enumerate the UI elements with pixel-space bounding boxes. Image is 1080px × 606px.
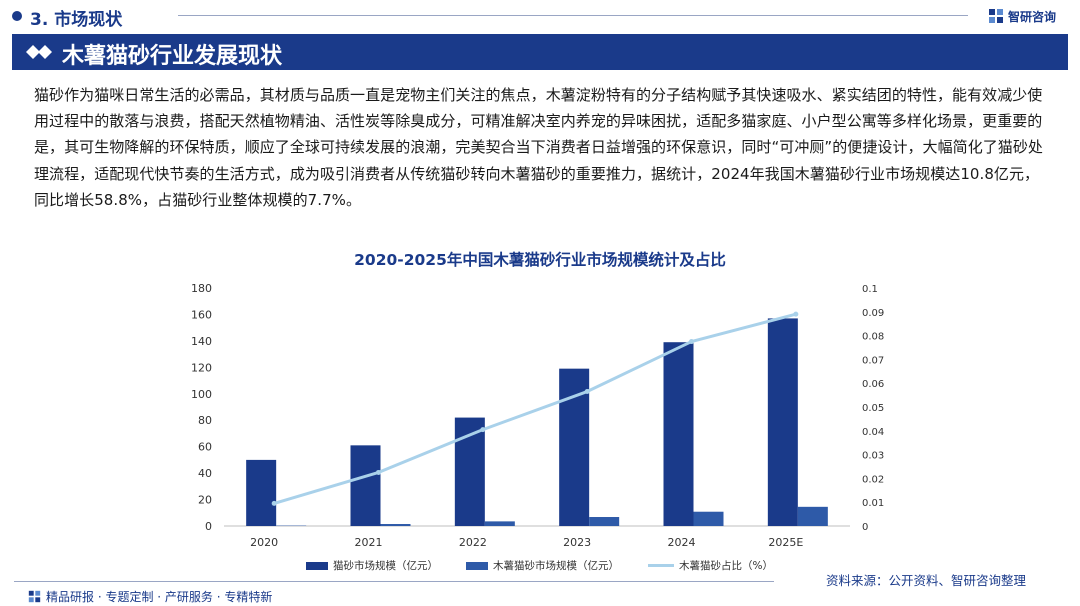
legend-item-share: 木薯猫砂占比（%） [648, 558, 773, 573]
section-label: 3. 市场现状 [30, 10, 123, 30]
legend-swatch [306, 561, 328, 570]
x-tick-label: 2021 [355, 536, 383, 549]
footer-divider [14, 581, 774, 582]
footer: 精品研报 · 专题定制 · 产研服务 · 专精特新 [28, 588, 272, 605]
data-source: 资料来源：公开资料、智研咨询整理 [826, 573, 1027, 588]
bar-cassava-litter-2024 [693, 511, 724, 526]
share-point-2021 [376, 469, 381, 475]
chart-legend: 猫砂市场规模（亿元） 木薯猫砂市场规模（亿元） 木薯猫砂占比（%） [0, 558, 1080, 574]
y-left-tick-label: 140 [191, 335, 212, 348]
share-point-2022 [480, 427, 486, 433]
bar-cat-litter-2020 [246, 459, 277, 526]
y-left-tick-label: 0 [205, 520, 212, 533]
y-left-tick-label: 160 [191, 308, 212, 321]
x-tick-label: 2025E [768, 536, 803, 549]
y-right-tick-label: 0.04 [862, 427, 884, 438]
x-tick-label: 2023 [563, 536, 591, 549]
share-point-2025E [793, 311, 799, 317]
x-tick-label: 2020 [250, 536, 278, 549]
brand-logo-icon [28, 590, 41, 603]
x-tick-label: 2022 [459, 536, 487, 549]
bar-cat-litter-2024 [663, 342, 694, 526]
x-axis-ticks: 2020 2021 2022 2023 2024 2025E [250, 536, 803, 549]
legend-label: 木薯猫砂占比（%） [679, 560, 773, 572]
bar-marks [246, 318, 828, 526]
y-left-tick-label: 180 [191, 282, 212, 295]
bar-cassava-litter-2025E [797, 506, 828, 526]
left-axis-ticks: 0 20 40 60 80 100 120 140 160 180 [191, 282, 212, 533]
y-right-tick-label: 0.03 [862, 451, 884, 462]
legend-label: 木薯猫砂市场规模（亿元） [493, 560, 619, 572]
y-left-tick-label: 40 [198, 467, 212, 480]
y-left-tick-label: 80 [198, 414, 212, 427]
share-line [273, 312, 797, 505]
y-left-tick-label: 120 [191, 361, 212, 374]
legend-item-cassava-litter: 木薯猫砂市场规模（亿元） [466, 558, 619, 573]
bar-cassava-litter-2023 [589, 517, 620, 526]
footer-text: 精品研报 · 专题定制 · 产研服务 · 专精特新 [46, 590, 273, 604]
legend-swatch [466, 561, 488, 570]
right-axis-ticks: 0 0.01 0.02 0.03 0.04 0.05 0.06 0.07 0.08 0.09 0.1 [862, 284, 884, 533]
legend-item-cat-litter: 猫砂市场规模（亿元） [306, 558, 438, 573]
bar-cassava-litter-2021 [380, 524, 411, 526]
x-tick-label: 2024 [668, 536, 696, 549]
chart-title: 2020-2025年中国木薯猫砂行业市场规模统计及占比 [354, 251, 726, 269]
intro-paragraph: 猫砂作为猫咪日常生活的必需品，其材质与品质一直是宠物主们关注的焦点，木薯淀粉特有… [34, 86, 1043, 209]
legend-label: 猫砂市场规模（亿元） [333, 560, 438, 572]
y-right-tick-label: 0.05 [862, 403, 884, 414]
brand-logo-icon [989, 9, 1003, 23]
bullet-dot-icon [12, 11, 22, 21]
brand-name: 智研咨询 [1008, 9, 1057, 24]
bar-cat-litter-2021 [350, 445, 381, 526]
top-bar: 3. 市场现状 智研咨询 [0, 0, 1080, 32]
share-point-2020 [271, 500, 277, 506]
line-series [271, 311, 799, 506]
y-left-tick-label: 60 [198, 441, 212, 454]
y-right-tick-label: 0.09 [862, 308, 884, 319]
y-right-tick-label: 0.02 [862, 474, 884, 485]
y-right-tick-label: 0.01 [862, 498, 884, 509]
combo-chart: 0 20 40 60 80 100 120 140 160 180 0 0.01 0.02 0.03 0.… [191, 282, 884, 549]
brand-logo: 智研咨询 [988, 7, 1056, 25]
legend-swatch [648, 564, 674, 567]
y-right-tick-label: 0.1 [862, 284, 878, 295]
share-point-2023 [584, 389, 590, 395]
y-right-tick-label: 0 [862, 522, 868, 533]
y-right-tick-label: 0.08 [862, 332, 884, 343]
bar-cat-litter-2025E [767, 318, 798, 526]
bar-cassava-litter-2022 [484, 521, 515, 526]
share-point-2024 [689, 339, 694, 345]
diamond-icon [26, 45, 52, 59]
page-title: 木薯猫砂行业发展现状 [62, 44, 283, 69]
y-right-tick-label: 0.07 [862, 355, 884, 366]
header-divider [178, 15, 968, 16]
y-left-tick-label: 20 [198, 494, 212, 507]
y-right-tick-label: 0.06 [862, 379, 884, 390]
y-left-tick-label: 100 [191, 388, 212, 401]
title-banner: 木薯猫砂行业发展现状 [12, 34, 1068, 70]
